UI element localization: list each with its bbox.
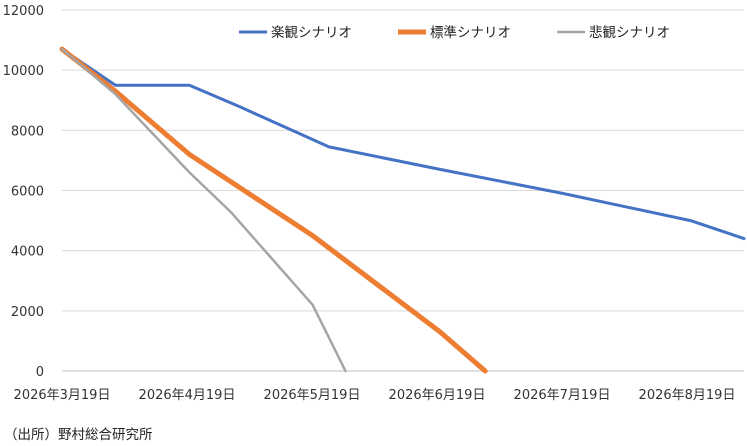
gridlines [62, 9, 744, 312]
y-tick-label: 12000 [3, 4, 44, 19]
series-line-3 [60, 47, 347, 373]
y-tick-label: 6000 [11, 185, 44, 200]
x-tick-label: 2026年3月19日 [14, 388, 111, 403]
x-tick-label: 2026年5月19日 [264, 388, 361, 403]
series-line-1 [60, 47, 746, 241]
legend-label: 悲観シナリオ [589, 24, 670, 41]
series-line-2 [59, 46, 488, 374]
x-tick-label: 2026年7月19日 [514, 388, 611, 403]
x-tick-label: 2026年4月19日 [139, 388, 236, 403]
legend-label: 標準シナリオ [430, 25, 511, 41]
y-tick-label: 10000 [3, 64, 44, 79]
y-tick-label: 4000 [11, 245, 44, 260]
y-axis-tick-labels: 0 2000 4000 6000 8000 10000 12000 [3, 4, 44, 380]
x-axis-tick-labels: 2026年3月19日 2026年4月19日 2026年5月19日 2026年6月19日… [14, 388, 736, 403]
source-note: （出所）野村総合研究所 [4, 427, 153, 443]
legend-label: 楽観シナリオ [271, 24, 352, 41]
legend: 楽観シナリオ 標準シナリオ 悲観シナリオ [239, 24, 670, 41]
series-lines [59, 46, 746, 374]
x-tick-label: 2026年6月19日 [389, 388, 486, 403]
x-tick-label: 2026年8月19日 [639, 388, 736, 403]
y-tick-label: 0 [36, 365, 44, 380]
y-tick-label: 8000 [11, 124, 44, 139]
y-tick-label: 2000 [11, 305, 44, 320]
